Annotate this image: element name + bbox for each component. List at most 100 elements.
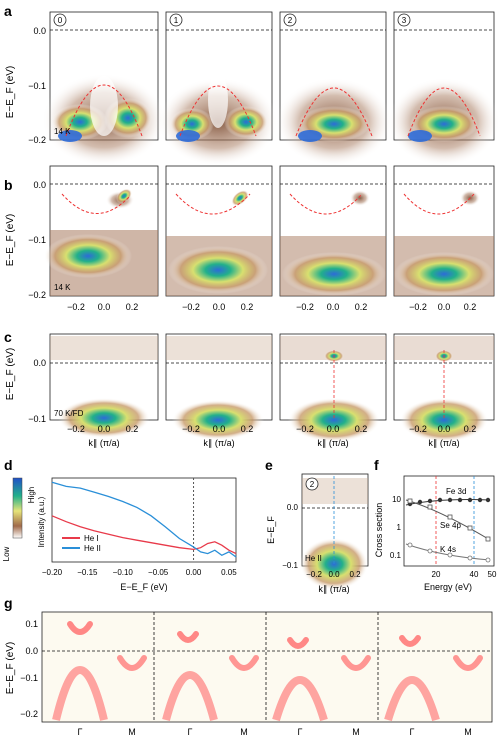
row-c-xtick: 0.2 [126,424,139,434]
arpes-panel-c0: 70 K/FD [49,333,159,438]
row-c-xtick: −0.2 [409,424,427,434]
row-b-xtick: 0.2 [241,302,254,312]
arpes-panel-a0: 0 14 K [42,11,166,166]
chart-d-xtick: 0.05 [221,568,237,577]
row-g-ylabel: E−E_F (eV) [5,642,16,695]
arpes-panel-c1 [165,333,273,440]
se4p-label: Se 4p [440,521,461,530]
chart-d-legend: He I He II [62,534,101,553]
chart-d-xtick: 0.00 [186,568,202,577]
panel-e-xlabel: k∥ (π/a) [318,584,349,594]
row-c-xlabel: k∥ (π/a) [88,438,119,448]
row-b-xtick: −0.2 [67,302,85,312]
panel-e-source: He II [305,554,322,563]
row-g-xtick: M [128,727,136,737]
arpes-panel-a3: 3 [388,11,500,166]
row-c-xlabel: k∥ (π/a) [203,438,234,448]
row-c-xtick: 0.0 [98,424,111,434]
row-b: E−E_F (eV) 0.0 −0.1 −0.2 14 K [5,165,495,312]
row-a-ylabel: E−E_F (eV) [5,66,16,119]
panel-letter-e: e [265,457,273,473]
row-b-xtick: 0.2 [355,302,368,312]
panel-f: Cross section 10 1 0.1 Fe 3d Se 4p K 4s … [374,475,497,592]
model-band-set-3 [384,635,483,722]
row-c-xtick: −0.2 [296,424,314,434]
row-g-ytick: −0.1 [20,673,38,683]
row-c-xtick: 0.2 [464,424,477,434]
row-b-temp: 14 K [54,283,71,292]
panel-letter-f: f [374,457,379,473]
model-band-set-2 [272,637,371,722]
model-band-set-0 [52,621,147,721]
panel-letter-a: a [4,3,12,19]
fe3d-label: Fe 3d [446,487,466,496]
row-b-xtick: −0.2 [409,302,427,312]
row-c-temp: 70 K/FD [54,409,84,418]
colorbar [12,477,23,539]
row-a-ytick-2: −0.2 [28,135,46,145]
arpes-panel-b2 [279,165,387,297]
chart-d-frame [51,477,237,563]
row-c-ylabel: E−E_F (eV) [5,348,16,401]
stage-label-3: 3 [402,16,407,25]
panel-e-ylabel: E−E_F [266,516,276,544]
panel-letter-b: b [4,177,13,193]
row-g-xtick: M [464,727,472,737]
row-g-xtick: Γ [298,727,303,737]
row-b-xtick: 0.0 [98,302,111,312]
k4s-label: K 4s [440,545,456,554]
chart-d-xtick: −0.15 [77,568,98,577]
row-b-xtick: 0.2 [126,302,139,312]
chart-d-xtick: −0.05 [148,568,169,577]
panel-e-stage: 2 [310,480,315,489]
panel-letter-d: d [4,457,13,473]
row-g-ytick: −0.2 [20,709,38,719]
panel-d: High Low Intensity (a.u.) −0.20 −0.15 −0.1… [2,477,237,592]
row-c-xtick: 0.0 [213,424,226,434]
row-g: E−E_F (eV) 0.1 0.0 −0.1 −0.2 [5,611,493,737]
chart-f-xtick: 50 [488,570,497,579]
row-b-xtick: 0.2 [464,302,477,312]
panel-e-xtick: −0.2 [306,570,322,579]
chart-d-series-line-1 [51,481,237,558]
row-b-xtick: −0.2 [182,302,200,312]
chart-d-series-line-0 [51,515,237,555]
row-c-xtick: −0.2 [182,424,200,434]
stage-label-2: 2 [288,16,293,25]
chart-f-xtick: 20 [432,570,441,579]
row-a-ytick-1: −0.1 [28,81,46,91]
legend-he1: He I [84,534,99,543]
row-c-xtick: −0.2 [67,424,85,434]
panel-e-ytick-1: −0.1 [282,561,298,570]
row-a-temp: 14 K [54,127,71,136]
row-c-xtick: 0.0 [438,424,451,434]
panel-e: E−E_F 0.0 −0.1 2 He II −0.2 0.0 0.2 k∥ (… [266,473,369,594]
row-b-xtick: 0.0 [438,302,451,312]
stage-label-0: 0 [58,16,63,25]
row-c: E−E_F (eV) 0.0 −0.1 70 K/FD [5,333,495,448]
panel-letter-c: c [4,329,12,345]
row-c-xtick: 0.2 [355,424,368,434]
stage-label-1: 1 [174,16,179,25]
panel-e-xtick: 0.2 [349,570,361,579]
chart-d-xtick: −0.10 [113,568,134,577]
chart-f-ylabel: Cross section [374,503,384,558]
arpes-panel-a2: 2 [276,11,392,166]
row-b-ytick-0: 0.0 [33,180,46,190]
row-g-ytick: 0.1 [25,619,38,629]
row-c-ytick-0: 0.0 [33,358,46,368]
row-c-xlabel: k∥ (π/a) [317,438,348,448]
chart-f-xlabel: Energy (eV) [424,582,472,592]
chart-d-xtick: −0.20 [42,568,63,577]
row-g-ytick: 0.0 [25,646,38,656]
row-c-xlabel: k∥ (π/a) [428,438,459,448]
chart-f-xtick: 40 [470,570,479,579]
arpes-panel-a1: 1 [158,11,278,166]
row-g-xtick: Γ [78,727,83,737]
arpes-panel-b3 [393,165,495,297]
model-band-set-1 [162,631,259,722]
row-b-xtick: 0.0 [327,302,340,312]
panel-letter-g: g [4,595,13,611]
panel-e-ytick-0: 0.0 [287,503,299,512]
